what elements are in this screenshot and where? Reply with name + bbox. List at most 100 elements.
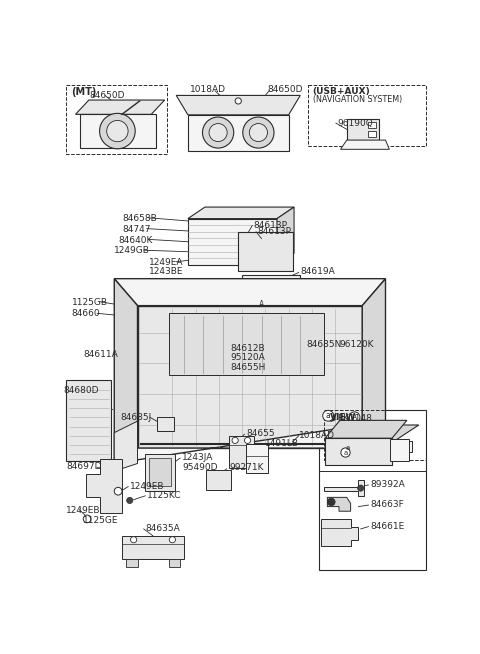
Bar: [137, 349, 273, 364]
Circle shape: [127, 497, 133, 504]
Bar: [188, 218, 277, 265]
Text: 84747: 84747: [122, 225, 151, 233]
Text: 84661E: 84661E: [370, 522, 404, 531]
Polygon shape: [340, 140, 389, 149]
Bar: [122, 536, 184, 559]
Bar: [246, 444, 268, 473]
Circle shape: [209, 124, 227, 141]
Polygon shape: [80, 114, 156, 148]
Text: BK1148: BK1148: [337, 414, 372, 423]
Text: 1249GB: 1249GB: [114, 247, 150, 255]
Text: 95490D: 95490D: [182, 463, 218, 472]
Circle shape: [323, 410, 334, 421]
Bar: [311, 353, 319, 370]
Text: 84663F: 84663F: [370, 500, 404, 509]
Text: 1249EB: 1249EB: [130, 482, 164, 491]
Bar: [206, 470, 230, 490]
Polygon shape: [299, 375, 360, 387]
Polygon shape: [330, 425, 419, 439]
Text: 1125KC: 1125KC: [147, 491, 181, 500]
Bar: [322, 353, 330, 370]
Circle shape: [256, 299, 267, 309]
Circle shape: [114, 487, 122, 495]
Text: a: a: [346, 445, 349, 451]
Text: 84655: 84655: [246, 429, 275, 438]
Circle shape: [244, 438, 251, 443]
Bar: [369, 122, 376, 128]
Polygon shape: [86, 459, 122, 513]
Bar: [157, 417, 174, 431]
Bar: [201, 344, 212, 361]
Text: 1491LB: 1491LB: [265, 439, 300, 448]
Polygon shape: [188, 207, 294, 218]
Bar: [319, 409, 426, 570]
Text: 89392A: 89392A: [370, 481, 405, 489]
Text: 1018AD: 1018AD: [190, 84, 226, 94]
Bar: [126, 559, 137, 566]
Polygon shape: [137, 305, 362, 448]
Text: 84611A: 84611A: [83, 349, 118, 358]
Polygon shape: [277, 207, 294, 265]
Text: 99271K: 99271K: [229, 464, 264, 472]
Text: A: A: [259, 300, 264, 309]
Bar: [168, 313, 324, 375]
Polygon shape: [114, 279, 385, 305]
Text: (NAVIGATION SYSTEM): (NAVIGATION SYSTEM): [312, 95, 402, 105]
Circle shape: [358, 485, 364, 491]
Circle shape: [243, 117, 274, 148]
Text: 1125GE: 1125GE: [83, 516, 119, 525]
Text: 84660: 84660: [72, 309, 100, 318]
Text: VIEW: VIEW: [330, 413, 356, 422]
Polygon shape: [176, 95, 300, 115]
Text: 84697D: 84697D: [66, 462, 102, 471]
Circle shape: [131, 537, 137, 543]
Polygon shape: [330, 439, 396, 455]
Polygon shape: [114, 279, 137, 464]
Text: 84655H: 84655H: [230, 362, 266, 371]
Circle shape: [232, 438, 238, 443]
Text: 84658B: 84658B: [122, 214, 157, 223]
Circle shape: [203, 117, 234, 148]
Text: 84640K: 84640K: [118, 235, 153, 245]
Circle shape: [249, 124, 267, 141]
Bar: [333, 353, 340, 370]
Circle shape: [107, 120, 128, 142]
Bar: [238, 232, 292, 271]
Text: 1243BE: 1243BE: [149, 267, 184, 276]
Text: 84680D: 84680D: [64, 387, 99, 396]
Text: 84612B: 84612B: [230, 344, 265, 353]
Bar: [168, 559, 180, 566]
Text: 95120A: 95120A: [230, 353, 265, 362]
Text: 84619A: 84619A: [300, 267, 335, 276]
Text: 84613P: 84613P: [254, 221, 288, 230]
Polygon shape: [324, 481, 364, 496]
Text: (MT): (MT): [71, 87, 96, 97]
Polygon shape: [133, 311, 269, 340]
Text: 1018AD: 1018AD: [299, 431, 335, 440]
Text: 1249EA: 1249EA: [149, 258, 184, 267]
Polygon shape: [325, 421, 407, 438]
Bar: [369, 131, 376, 137]
Text: 1249EB: 1249EB: [66, 506, 101, 515]
Text: a: a: [343, 449, 348, 456]
Polygon shape: [362, 279, 385, 448]
Circle shape: [83, 515, 91, 523]
Bar: [66, 84, 167, 154]
Bar: [149, 458, 171, 486]
Bar: [145, 455, 175, 491]
Bar: [347, 118, 379, 140]
Polygon shape: [75, 100, 165, 114]
Text: 96190Q: 96190Q: [337, 118, 373, 128]
Polygon shape: [114, 421, 137, 471]
Text: 96120K: 96120K: [339, 340, 373, 349]
Polygon shape: [321, 519, 359, 546]
Polygon shape: [325, 438, 392, 465]
Text: 84685N: 84685N: [306, 340, 342, 349]
Bar: [324, 409, 426, 460]
Circle shape: [235, 98, 241, 104]
Circle shape: [204, 347, 211, 354]
Polygon shape: [114, 421, 385, 464]
Circle shape: [99, 113, 135, 148]
Text: (USB+AUX): (USB+AUX): [312, 87, 371, 96]
Text: A: A: [352, 413, 357, 422]
